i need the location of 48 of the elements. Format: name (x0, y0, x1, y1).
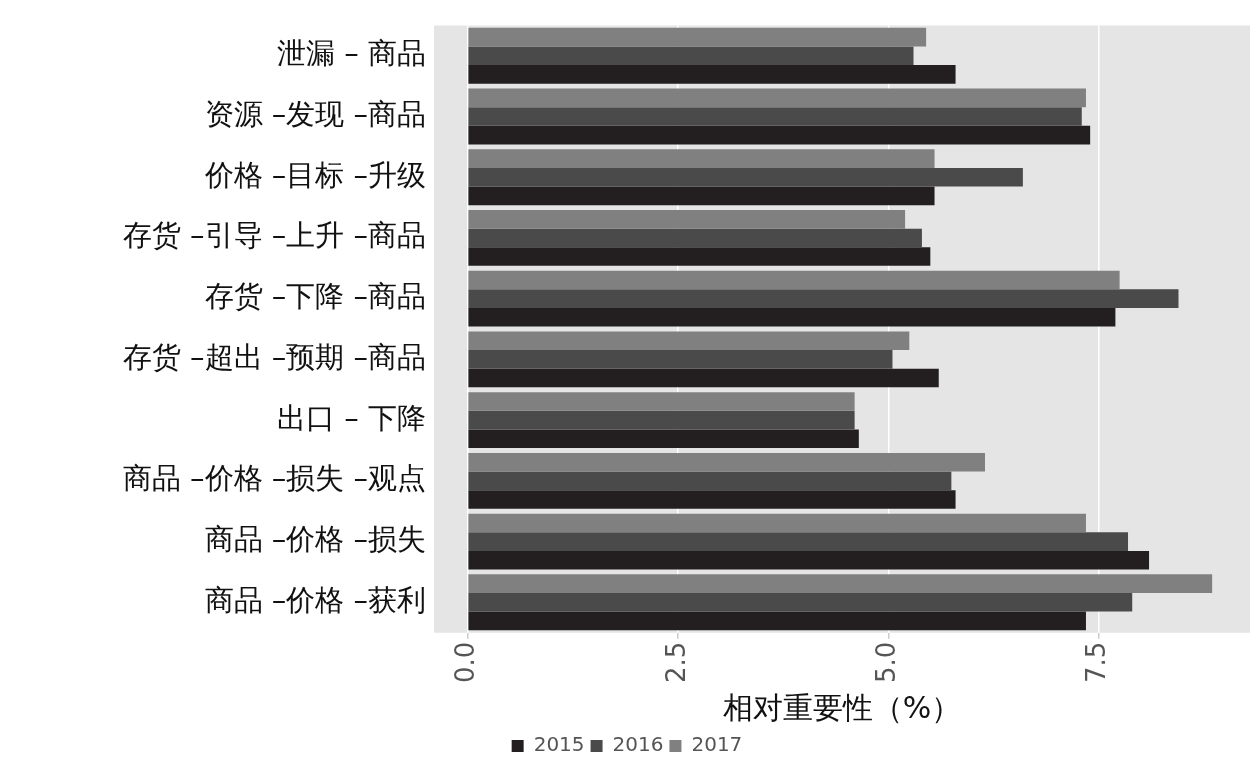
y-tick-label: 商品 –价格 –获利 (204, 582, 426, 617)
y-tick-label: 泄漏 – 商品 (277, 36, 426, 71)
x-axis-title: 相对重要性（%） (722, 689, 962, 725)
bar (468, 186, 935, 206)
bar (468, 107, 1082, 126)
bar (468, 289, 1179, 308)
bar (468, 65, 956, 84)
y-tick-label: 商品 –价格 –损失 (204, 522, 426, 557)
y-tick-label: 资源 –发现 –商品 (204, 97, 426, 132)
bar (468, 532, 1129, 551)
bar (468, 125, 1091, 145)
bar (468, 350, 893, 369)
bar (468, 410, 855, 430)
y-tick-label: 存货 –下降 –商品 (204, 279, 426, 314)
bar (468, 167, 1023, 187)
x-tick-label: 5.0 (871, 641, 902, 684)
legend-label: 2015 (533, 732, 585, 757)
bar (468, 331, 910, 351)
bar (468, 611, 1086, 631)
y-tick-label: 存货 –引导 –上升 –商品 (122, 218, 426, 253)
bar (468, 368, 939, 388)
legend-label: 2017 (691, 732, 743, 757)
bar (468, 210, 906, 229)
y-tick-label: 出口 – 下降 (277, 400, 426, 435)
bar (468, 247, 931, 266)
bar (468, 392, 855, 411)
bar (468, 592, 1133, 612)
y-tick-label: 商品 –价格 –损失 –观点 (122, 461, 426, 496)
bar (468, 490, 956, 509)
bar (468, 270, 1120, 290)
bar (468, 513, 1086, 533)
legend-label: 2016 (612, 732, 664, 757)
y-tick-label: 存货 –超出 –预期 –商品 (122, 339, 426, 374)
x-tick-label: 2.5 (660, 641, 691, 684)
bar (468, 429, 859, 449)
bar (468, 550, 1150, 570)
bar (468, 307, 1116, 327)
bar (468, 228, 922, 248)
x-tick-label: 7.5 (1081, 641, 1112, 684)
bar (468, 574, 1213, 593)
bar (468, 27, 927, 47)
bar (468, 88, 1086, 108)
y-tick-label: 价格 –目标 –升级 (203, 157, 426, 192)
bar (468, 46, 914, 66)
bar (468, 452, 986, 472)
bar (468, 149, 935, 168)
x-tick-label: 0.0 (450, 641, 481, 684)
bar (468, 471, 952, 491)
